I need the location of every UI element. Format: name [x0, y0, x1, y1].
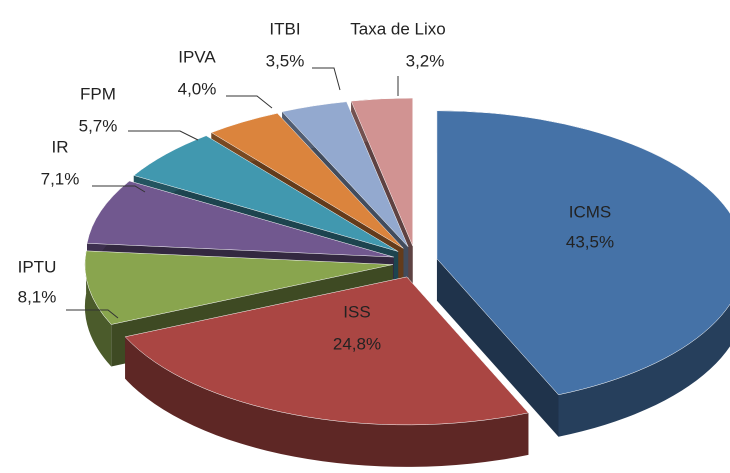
- leader-line: [226, 95, 273, 109]
- slice-label: IPVA: [178, 47, 216, 66]
- slice-value-label: 3,5%: [266, 51, 305, 70]
- slice-value-label: 7,1%: [41, 169, 80, 188]
- slice-value-label: 43,5%: [566, 232, 614, 251]
- slice: [281, 101, 409, 247]
- slice: [210, 113, 404, 249]
- slice-value-label: 24,8%: [333, 334, 381, 353]
- slice-label: Taxa de Lixo: [350, 19, 445, 38]
- slice-label: FPM: [80, 84, 116, 103]
- slice-label: ISS: [343, 302, 370, 321]
- slice-value-label: 3,2%: [406, 51, 445, 70]
- slice: [436, 110, 730, 396]
- slice-label: IPTU: [18, 257, 57, 276]
- leader-line: [66, 309, 119, 319]
- slice: [350, 97, 413, 247]
- slice-label: IR: [52, 137, 69, 156]
- slice: [86, 180, 394, 258]
- slice: [436, 110, 730, 437]
- slice: [84, 250, 393, 325]
- slice-label: ITBI: [269, 19, 300, 38]
- slice: [124, 276, 529, 426]
- leader-line: [92, 185, 146, 193]
- slice-wall: [436, 258, 559, 437]
- slice: [133, 135, 399, 252]
- leader-line: [128, 130, 199, 141]
- slice-value-label: 5,7%: [79, 116, 118, 135]
- slice-label: ICMS: [569, 202, 612, 221]
- slice-side: [125, 336, 529, 467]
- leader-line: [312, 67, 341, 91]
- slice: [124, 276, 529, 467]
- slice-value-label: 4,0%: [178, 79, 217, 98]
- slice-side: [84, 250, 112, 367]
- slice-value-label: 8,1%: [18, 287, 57, 306]
